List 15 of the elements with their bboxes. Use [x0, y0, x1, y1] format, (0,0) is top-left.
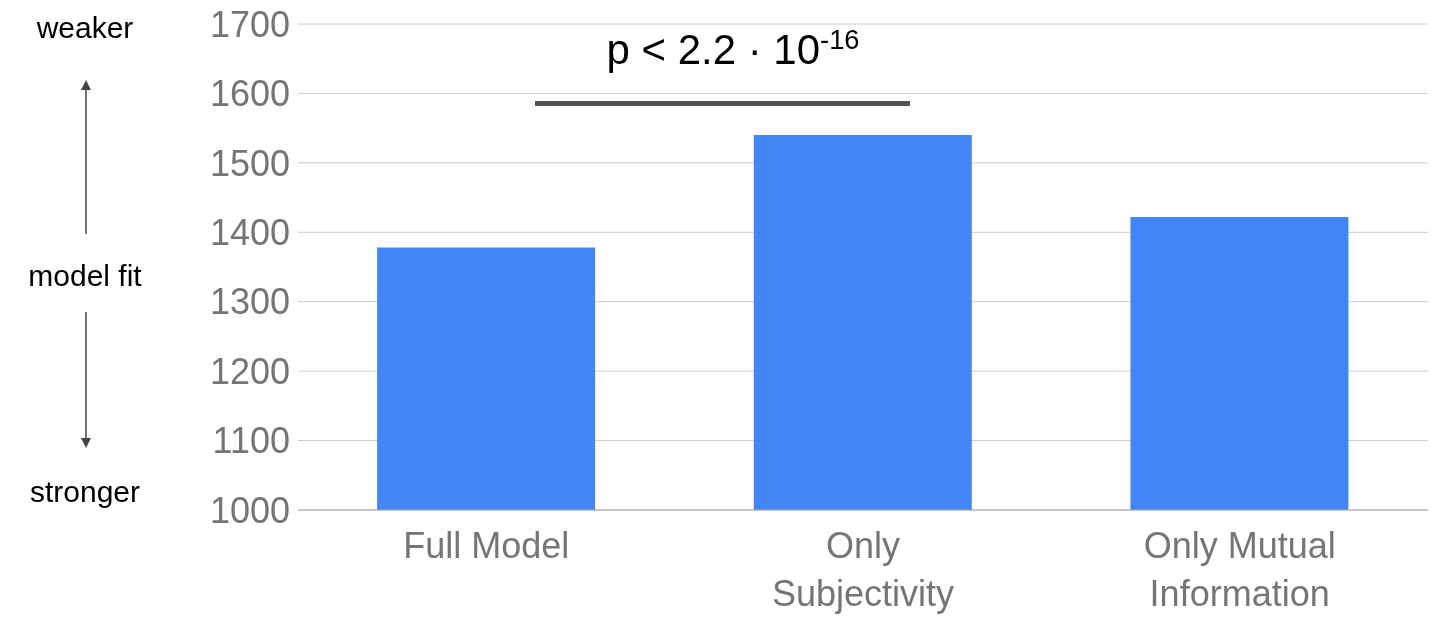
- y-tick-label: 1700: [209, 3, 290, 45]
- text: stronger: [29, 475, 141, 508]
- annotation: p < 2.2 · 10$^{-16}$: [606, 23, 860, 73]
- y-tick-label: 1600: [209, 73, 290, 115]
- x-tick-label: Full Model: [403, 525, 570, 566]
- y-tick-label: 1400: [209, 212, 290, 254]
- y-tick-label: 1000: [209, 489, 290, 531]
- y-tick-label: 1300: [209, 281, 290, 323]
- y-tick-label: 1100: [212, 420, 290, 462]
- y-tick-label: 1200: [209, 350, 290, 392]
- text: model fit: [28, 259, 143, 292]
- y-tick-label: 1500: [209, 142, 290, 184]
- x-tick-label: Only Subjectivity: [771, 525, 955, 614]
- text: weaker: [35, 11, 134, 44]
- x-tick-label: Only Mutual Information: [1143, 525, 1336, 614]
